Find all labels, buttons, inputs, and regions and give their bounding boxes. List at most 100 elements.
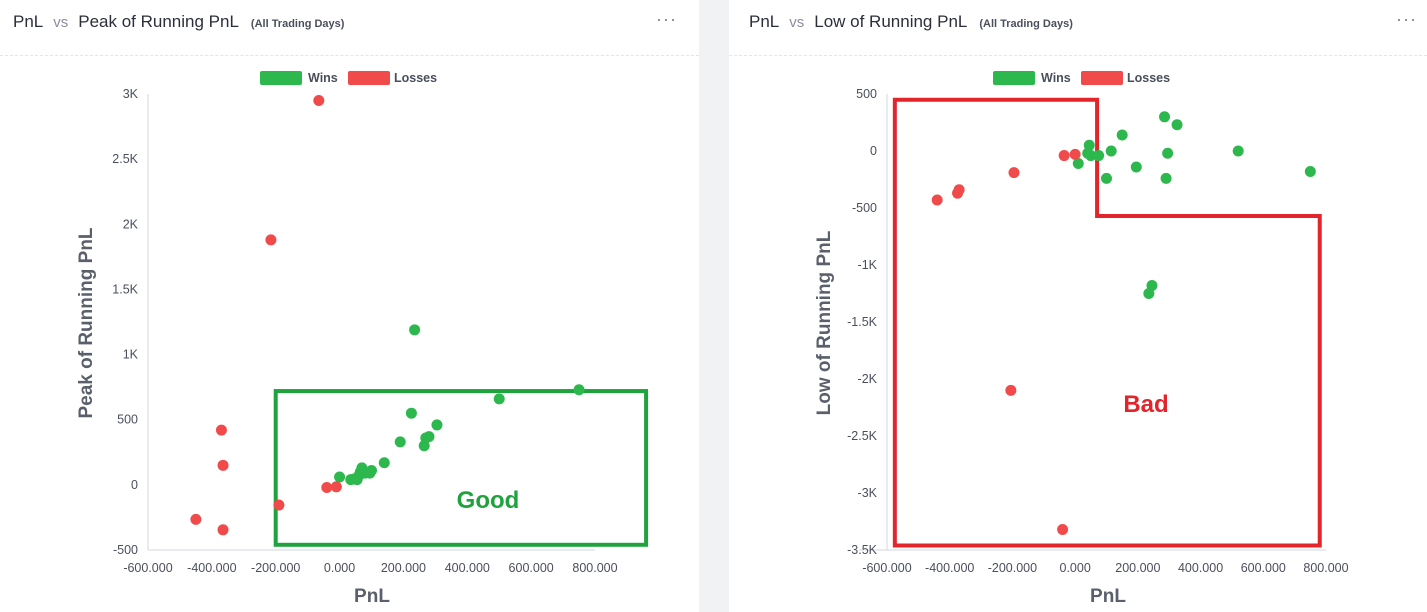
win-point bbox=[1085, 150, 1097, 162]
x-tick-label: -400.000 bbox=[187, 561, 236, 575]
y-tick-label: 500 bbox=[117, 413, 138, 427]
legend-label-wins: Wins bbox=[1041, 71, 1071, 85]
y-axis-title: Peak of Running PnL bbox=[76, 227, 97, 418]
win-point bbox=[1159, 111, 1171, 123]
x-tick-label: 200.000 bbox=[381, 561, 426, 575]
win-point bbox=[378, 457, 390, 469]
win-point bbox=[1146, 280, 1158, 292]
x-tick-label: 600.000 bbox=[1241, 561, 1286, 575]
x-tick-label: -400.000 bbox=[925, 561, 974, 575]
bad-region-label: Bad bbox=[1123, 391, 1168, 418]
win-point bbox=[1304, 166, 1316, 178]
win-point bbox=[423, 431, 435, 443]
more-options-icon[interactable]: ··· bbox=[656, 9, 677, 29]
win-point bbox=[405, 407, 417, 419]
win-point bbox=[431, 419, 443, 431]
x-tick-label: -600.000 bbox=[862, 561, 911, 575]
x-axis-title: PnL bbox=[354, 586, 390, 607]
win-point bbox=[1072, 158, 1084, 170]
loss-point bbox=[215, 424, 227, 436]
legend-swatch-wins bbox=[993, 71, 1035, 85]
y-tick-label: -1K bbox=[858, 258, 878, 272]
loss-point bbox=[1008, 167, 1020, 179]
chart-legend: Wins Losses bbox=[993, 71, 1170, 85]
loss-point bbox=[1058, 150, 1070, 162]
win-point bbox=[493, 393, 505, 405]
y-tick-label: 1.5K bbox=[112, 282, 138, 296]
y-tick-label: -2K bbox=[858, 372, 878, 386]
scatter-chart-low: -3.5K -3K -2.5K -2K -1.5K -1K -500 0 500 -600.000… bbox=[814, 71, 1349, 607]
loss-point bbox=[1005, 384, 1017, 396]
loss-point bbox=[931, 194, 943, 206]
panel-title: PnL vs Low of Running PnL (All Trading D… bbox=[749, 12, 1073, 32]
x-tick-label: 400.000 bbox=[445, 561, 490, 575]
win-point bbox=[1101, 172, 1112, 184]
y-tick-label: -1.5K bbox=[847, 315, 878, 329]
win-point bbox=[1232, 145, 1244, 157]
title-subtitle: (All Trading Days) bbox=[979, 18, 1073, 30]
title-vs: vs bbox=[789, 14, 805, 31]
loss-point bbox=[217, 524, 229, 536]
x-tick-label: -200.000 bbox=[988, 561, 1037, 575]
win-point bbox=[1083, 139, 1095, 151]
win-point bbox=[1130, 161, 1142, 173]
loss-point bbox=[190, 513, 202, 525]
x-tick-label: 800.000 bbox=[572, 561, 617, 575]
good-region-label: Good bbox=[457, 487, 520, 514]
x-tick-label: -200.000 bbox=[251, 561, 300, 575]
x-tick-label: 0.000 bbox=[324, 561, 355, 575]
win-point bbox=[1093, 150, 1105, 162]
title-y-metric: Low of Running PnL bbox=[814, 12, 968, 31]
loss-point bbox=[321, 481, 333, 493]
y-tick-label: 2.5K bbox=[112, 152, 138, 166]
win-point bbox=[1160, 172, 1172, 184]
legend-label-losses: Losses bbox=[394, 71, 437, 85]
chart-legend: Wins Losses bbox=[260, 71, 437, 85]
loss-point bbox=[265, 234, 277, 246]
win-point bbox=[1171, 119, 1183, 131]
loss-point bbox=[1057, 523, 1069, 535]
title-subtitle: (All Trading Days) bbox=[250, 18, 345, 30]
x-tick-label: 200.000 bbox=[1115, 561, 1160, 575]
title-vs: vs bbox=[53, 14, 69, 31]
legend-swatch-losses bbox=[1081, 71, 1123, 85]
x-tick-label: 0.000 bbox=[1060, 561, 1091, 575]
panel-title: PnL vs Peak of Running PnL (All Trading … bbox=[13, 12, 344, 32]
y-tick-label: 2K bbox=[123, 217, 139, 231]
y-tick-label: 3K bbox=[123, 87, 139, 101]
title-x-metric: PnL bbox=[13, 12, 44, 31]
legend-label-losses: Losses bbox=[1127, 71, 1170, 85]
x-tick-label: -600.000 bbox=[123, 561, 172, 575]
legend-label-wins: Wins bbox=[308, 71, 338, 85]
bad-region-outline bbox=[892, 97, 1322, 548]
y-tick-label: 0 bbox=[870, 144, 877, 158]
good-region-outline bbox=[273, 389, 649, 547]
panel-header: PnL vs Low of Running PnL (All Trading D… bbox=[729, 0, 1427, 56]
x-tick-label: 600.000 bbox=[509, 561, 554, 575]
y-tick-label: -500 bbox=[852, 201, 877, 215]
loss-point bbox=[330, 481, 342, 493]
y-tick-label: -3K bbox=[858, 486, 878, 500]
loss-point bbox=[273, 499, 285, 511]
chart-panel-peak: PnL vs Peak of Running PnL (All Trading … bbox=[0, 0, 699, 612]
title-x-metric: PnL bbox=[749, 12, 780, 31]
scatter-chart-peak: -500 0 500 1K 1.5K 2K 2.5K 3K -600.000 -400.000 -2… bbox=[76, 71, 649, 607]
chart-panel-low: PnL vs Low of Running PnL (All Trading D… bbox=[729, 0, 1427, 612]
y-tick-label: 1K bbox=[123, 348, 139, 362]
win-point bbox=[1105, 145, 1117, 157]
x-axis-title: PnL bbox=[1090, 586, 1126, 607]
win-point bbox=[1116, 129, 1128, 141]
title-y-metric: Peak of Running PnL bbox=[78, 12, 239, 31]
y-tick-label: -3.5K bbox=[847, 543, 878, 557]
panel-header: PnL vs Peak of Running PnL (All Trading … bbox=[0, 0, 699, 56]
more-options-icon[interactable]: ··· bbox=[1396, 9, 1417, 29]
win-point bbox=[1162, 147, 1174, 159]
legend-swatch-wins bbox=[260, 71, 302, 85]
loss-point bbox=[1069, 148, 1081, 160]
x-tick-label: 800.000 bbox=[1303, 561, 1348, 575]
y-tick-label: -500 bbox=[113, 543, 138, 557]
y-tick-label: -2.5K bbox=[847, 429, 878, 443]
win-point bbox=[409, 324, 421, 336]
x-tick-label: 400.000 bbox=[1178, 561, 1223, 575]
loss-point bbox=[952, 187, 964, 199]
